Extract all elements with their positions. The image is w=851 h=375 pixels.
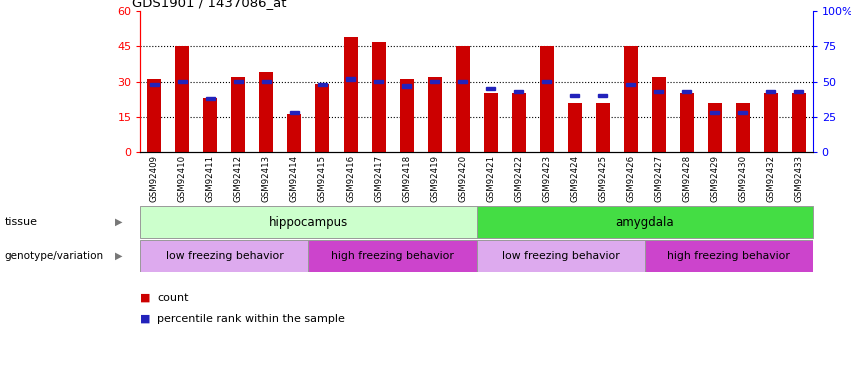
- Bar: [711, 111, 719, 114]
- Bar: [708, 103, 722, 152]
- Text: percentile rank within the sample: percentile rank within the sample: [157, 314, 346, 324]
- Bar: [735, 103, 750, 152]
- Bar: [140, 206, 477, 238]
- Bar: [487, 87, 494, 90]
- Bar: [791, 93, 806, 152]
- Text: tissue: tissue: [4, 217, 37, 227]
- Bar: [203, 98, 218, 152]
- Bar: [596, 103, 609, 152]
- Bar: [455, 46, 470, 152]
- Bar: [680, 93, 694, 152]
- Text: ■: ■: [140, 314, 151, 324]
- Bar: [175, 46, 190, 152]
- Bar: [234, 80, 243, 83]
- Bar: [288, 114, 301, 152]
- Bar: [399, 79, 414, 152]
- Bar: [316, 84, 329, 152]
- Bar: [477, 206, 813, 238]
- Bar: [763, 93, 778, 152]
- Bar: [739, 111, 747, 114]
- Bar: [178, 80, 186, 83]
- Bar: [151, 82, 158, 86]
- Bar: [514, 90, 523, 93]
- Bar: [427, 77, 442, 152]
- Bar: [540, 46, 554, 152]
- Bar: [147, 79, 162, 152]
- Bar: [346, 77, 355, 81]
- Bar: [767, 90, 775, 93]
- Text: low freezing behavior: low freezing behavior: [166, 251, 283, 261]
- Bar: [568, 103, 581, 152]
- Text: high freezing behavior: high freezing behavior: [667, 251, 790, 261]
- Text: GDS1901 / 1437086_at: GDS1901 / 1437086_at: [132, 0, 287, 9]
- Bar: [652, 77, 665, 152]
- Text: ▶: ▶: [116, 251, 123, 261]
- Text: ▶: ▶: [116, 217, 123, 227]
- Text: high freezing behavior: high freezing behavior: [331, 251, 454, 261]
- Text: genotype/variation: genotype/variation: [4, 251, 103, 261]
- Bar: [795, 90, 802, 93]
- Bar: [262, 80, 271, 83]
- Bar: [542, 80, 551, 83]
- Bar: [626, 82, 635, 86]
- Bar: [344, 37, 357, 152]
- Text: amygdala: amygdala: [615, 216, 674, 229]
- Bar: [140, 240, 308, 272]
- Bar: [372, 42, 386, 152]
- Bar: [231, 77, 245, 152]
- Bar: [483, 93, 498, 152]
- Bar: [683, 90, 691, 93]
- Bar: [290, 111, 299, 114]
- Bar: [260, 72, 273, 152]
- Bar: [654, 90, 663, 93]
- Bar: [459, 80, 466, 83]
- Text: hippocampus: hippocampus: [269, 216, 348, 229]
- Bar: [318, 82, 327, 86]
- Text: count: count: [157, 293, 189, 303]
- Text: ■: ■: [140, 293, 151, 303]
- Bar: [374, 80, 383, 83]
- Bar: [645, 240, 813, 272]
- Text: low freezing behavior: low freezing behavior: [502, 251, 620, 261]
- Bar: [431, 80, 439, 83]
- Bar: [403, 84, 411, 87]
- Bar: [477, 240, 645, 272]
- Bar: [598, 94, 607, 98]
- Bar: [624, 46, 637, 152]
- Bar: [206, 97, 214, 100]
- Bar: [570, 94, 579, 98]
- Bar: [308, 240, 477, 272]
- Bar: [511, 93, 526, 152]
